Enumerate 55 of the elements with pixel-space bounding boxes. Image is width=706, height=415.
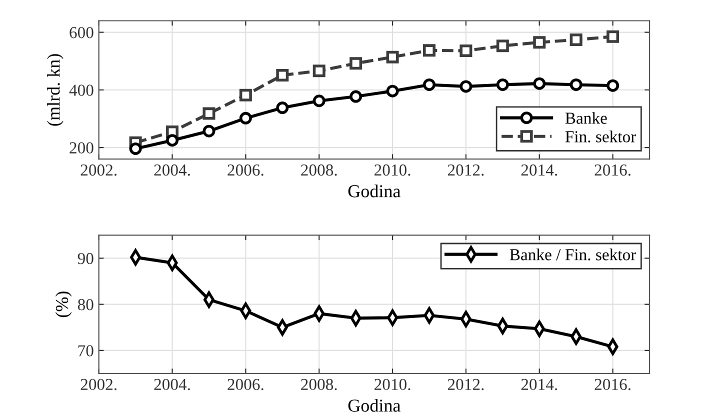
x-axis-title: Godina <box>348 399 401 412</box>
x-tick-label: 2010. <box>374 164 410 176</box>
x-tick-label: 2012. <box>448 164 484 176</box>
legend-label: Fin. sektor <box>565 130 636 142</box>
x-tick-label: 2008. <box>301 164 337 176</box>
point <box>239 112 252 124</box>
point <box>496 78 509 91</box>
x-tick-label: 2016. <box>594 378 630 390</box>
point <box>460 80 472 93</box>
x-tick-label: 2008. <box>301 378 337 390</box>
y-tick-label: 70 <box>78 345 94 356</box>
y-tick-label: 200 <box>70 142 94 154</box>
point <box>129 142 142 155</box>
point <box>533 36 546 49</box>
point <box>239 88 252 102</box>
point <box>350 90 362 103</box>
y-tick-label: 80 <box>78 299 94 310</box>
y-tick-label: 400 <box>69 84 94 96</box>
point <box>533 77 546 90</box>
x-tick-label: 2006. <box>228 378 264 390</box>
point <box>202 124 216 138</box>
y-tick-label: 600 <box>70 26 94 38</box>
x-tick-label: 2014. <box>521 164 558 176</box>
point <box>312 94 326 108</box>
point <box>422 78 436 91</box>
point <box>386 50 399 64</box>
point <box>496 40 509 52</box>
x-tick-label: 2010. <box>374 378 410 390</box>
x-tick-label: 2004. <box>154 164 190 176</box>
x-tick-label: 2014. <box>521 378 558 390</box>
point <box>460 44 472 57</box>
point <box>570 34 582 46</box>
point <box>606 79 620 92</box>
x-tick-label: 2002. <box>80 164 116 176</box>
legend-label: Banke / Fin. sektor <box>510 248 636 260</box>
point <box>312 64 326 78</box>
x-tick-label: 2002. <box>80 378 116 390</box>
point <box>350 57 362 70</box>
legend-label: Banke <box>565 112 607 124</box>
x-tick-label: 2012. <box>448 378 484 390</box>
point <box>606 30 620 43</box>
y-axis-title: (%) <box>55 292 72 318</box>
x-tick-label: 2004. <box>154 378 190 390</box>
x-tick-label: 2016. <box>594 164 630 176</box>
point <box>422 44 436 57</box>
point <box>276 68 289 82</box>
point <box>386 84 399 98</box>
point <box>570 78 582 91</box>
point <box>166 134 179 147</box>
x-axis-title: Godina <box>348 184 401 198</box>
y-axis-title: (mlrd. kn) <box>47 54 64 126</box>
x-tick-label: 2006. <box>228 164 264 176</box>
point <box>202 107 216 120</box>
point <box>276 102 289 114</box>
y-tick-label: 90 <box>78 252 94 264</box>
